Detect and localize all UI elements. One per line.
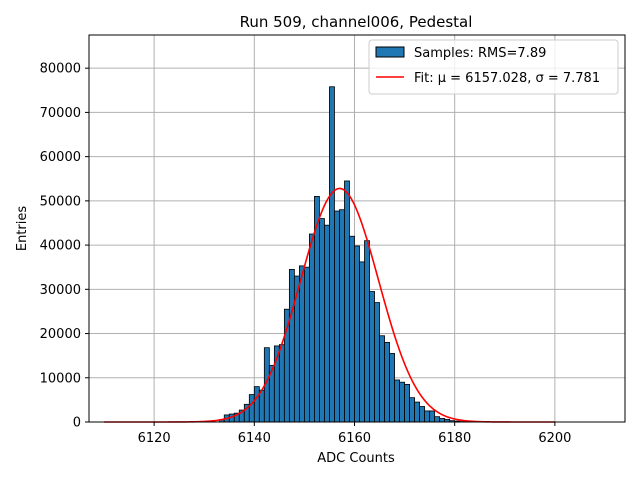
histogram-bar (354, 245, 360, 423)
x-tick-label: 6140 (238, 431, 271, 446)
legend-box (368, 39, 619, 95)
chart-title: Run 509, channel006, Pedestal (240, 13, 473, 31)
histogram-bar (359, 261, 365, 423)
histogram-bar (288, 269, 295, 423)
x-tick-label: 6120 (138, 431, 171, 446)
y-tick-label: 60000 (40, 150, 81, 165)
histogram-bar (344, 180, 350, 423)
y-tick-label: 30000 (40, 283, 81, 298)
histogram-bar (324, 224, 330, 423)
histogram-bar (304, 266, 310, 423)
y-tick-label: 80000 (40, 62, 81, 77)
histogram-bar (399, 381, 405, 423)
histogram-bar (404, 384, 410, 423)
histogram-bars (218, 86, 466, 423)
histogram-bar (369, 291, 375, 423)
histogram-bar (319, 218, 325, 423)
histogram-bar (253, 386, 260, 423)
histogram-bar (434, 416, 441, 423)
histogram-bar (278, 344, 285, 423)
histogram-bar (309, 233, 315, 423)
legend: Samples: RMS=7.89 Fit: μ = 6157.028, σ =… (368, 39, 619, 95)
y-tick-label: 10000 (40, 371, 81, 386)
histogram-bar (439, 418, 446, 423)
histogram-bar (414, 401, 421, 423)
histogram-bar (298, 265, 305, 423)
x-axis-ticks: 6120 6140 6160 6180 6200 (138, 422, 571, 446)
x-axis-label: ADC Counts (317, 451, 395, 466)
y-tick-label: 20000 (40, 327, 81, 342)
histogram-bar (258, 389, 265, 423)
histogram-bar (364, 240, 370, 423)
histogram-bar (349, 235, 355, 423)
x-tick-label: 6160 (338, 431, 371, 446)
plot-frame (88, 34, 626, 423)
x-tick-label: 6180 (438, 431, 471, 446)
histogram-bar (374, 302, 380, 423)
histogram-bar (424, 410, 431, 423)
histogram-bar (429, 410, 436, 423)
histogram-bar (248, 394, 255, 423)
legend-label-samples: Samples: RMS=7.89 (414, 46, 546, 61)
histogram-bar (339, 209, 345, 423)
histogram-bar (384, 341, 390, 423)
histogram-bar (379, 335, 385, 423)
histogram-bar (409, 397, 416, 423)
y-axis-label: Entries (15, 206, 30, 252)
histogram-bar (334, 210, 340, 423)
y-tick-label: 0 (73, 416, 81, 431)
y-tick-label: 40000 (40, 239, 81, 254)
y-tick-label: 70000 (40, 106, 81, 121)
histogram-bar (394, 379, 400, 423)
y-tick-label: 50000 (40, 194, 81, 209)
legend-swatch-samples (375, 46, 405, 58)
histogram-bar (329, 86, 335, 423)
y-axis-ticks: 0 10000 20000 30000 40000 50000 60000 70000 8000… (40, 62, 89, 431)
legend-label-fit: Fit: μ = 6157.028, σ = 7.781 (414, 71, 600, 86)
histogram-bar (419, 406, 426, 423)
x-tick-label: 6200 (538, 431, 571, 446)
histogram-bar (389, 353, 395, 423)
